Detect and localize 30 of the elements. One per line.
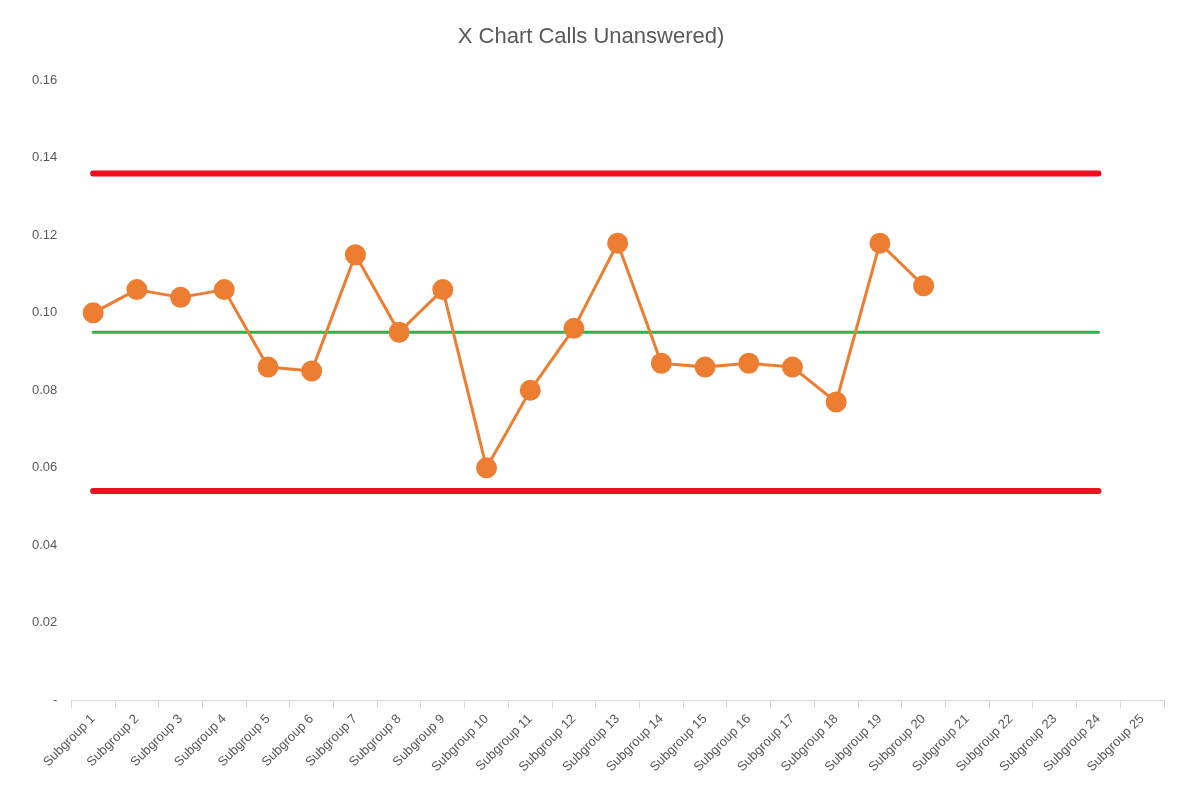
- point: [301, 360, 323, 382]
- chart-title: X Chart Calls Unanswered): [457, 23, 725, 49]
- point: [825, 391, 847, 413]
- y-tick-label: 0.06: [31, 459, 58, 475]
- point: [388, 321, 410, 343]
- point: [82, 302, 104, 324]
- point: [738, 352, 760, 374]
- y-tick-label: 0.10: [31, 304, 58, 320]
- point: [126, 279, 148, 301]
- point: [694, 356, 716, 378]
- point: [432, 279, 454, 301]
- y-tick-label: 0.16: [31, 71, 58, 87]
- y-tick-label: 0.04: [31, 536, 58, 552]
- y-tick-label: 0.12: [31, 226, 58, 242]
- y-tick-label: -: [52, 691, 58, 707]
- point: [170, 286, 192, 308]
- point: [650, 352, 672, 374]
- point: [781, 356, 803, 378]
- point: [476, 457, 498, 479]
- y-tick-label: 0.08: [31, 381, 58, 397]
- point: [519, 379, 541, 401]
- point: [607, 232, 629, 254]
- y-tick-label: 0.14: [31, 149, 58, 165]
- point: [257, 356, 279, 378]
- point: [913, 275, 935, 297]
- point: [344, 244, 366, 266]
- point: [213, 279, 235, 301]
- y-tick-label: 0.02: [31, 614, 58, 630]
- point: [563, 317, 585, 339]
- point: [869, 232, 891, 254]
